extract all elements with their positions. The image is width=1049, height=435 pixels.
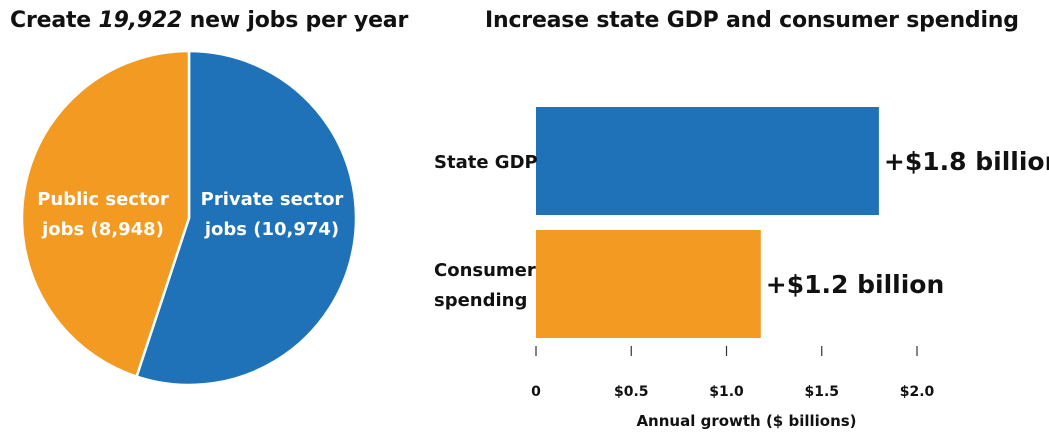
- category-label: State GDP: [434, 152, 538, 173]
- bar-value-label: +$1.8 billion: [884, 147, 1049, 176]
- bar-value-label: +$1.2 billion: [766, 270, 944, 299]
- x-tick-label: $1.5: [804, 384, 839, 400]
- pie-slice-private-sector: [134, 49, 358, 387]
- bar-chart-title: Increase state GDP and consumer spending: [485, 8, 1019, 33]
- bar-state-gdp: [536, 107, 879, 215]
- jobs-pie-chart: Private sector jobs (10,974) Public sector…: [20, 49, 358, 387]
- pie-slice-public-sector: [20, 49, 191, 379]
- growth-bar-chart: State GDP +$1.8 billion Consumer spending +$…: [434, 107, 1049, 430]
- pie-slice-label: jobs (10,974): [204, 219, 339, 240]
- pie-slice-label: Private sector: [201, 189, 344, 210]
- category-label: Consumer: [434, 260, 536, 281]
- x-tick-label: $0.5: [614, 384, 649, 400]
- x-tick-label: $2.0: [900, 384, 935, 400]
- pie-chart-title: Create 19,922 new jobs per year: [10, 8, 408, 33]
- x-tick-label: 0: [531, 384, 541, 400]
- pie-title-suffix: new jobs per year: [182, 8, 409, 33]
- category-label: spending: [434, 290, 527, 311]
- pie-title-job-count: 19,922: [98, 8, 183, 33]
- bar-consumer-spending: [536, 230, 761, 338]
- x-axis-title: Annual growth ($ billions): [636, 412, 856, 430]
- pie-slice-label: Public sector: [37, 189, 169, 210]
- pie-slice-label: jobs (8,948): [41, 219, 164, 240]
- pie-title-prefix: Create: [10, 8, 99, 33]
- x-tick-label: $1.0: [709, 384, 744, 400]
